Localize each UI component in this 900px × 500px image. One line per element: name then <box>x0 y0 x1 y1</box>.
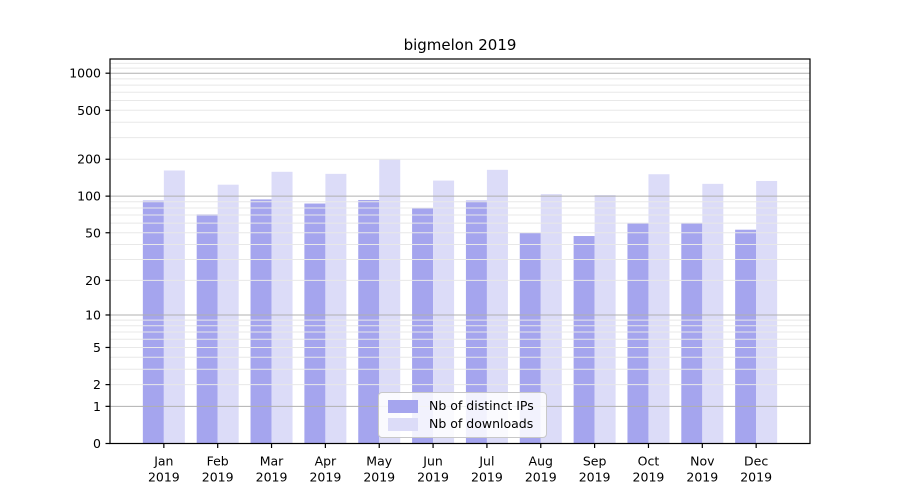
bar-distinct-ips-dec <box>735 229 757 444</box>
x-axis-label-year: 2019 <box>633 470 665 485</box>
bar-downloads-apr <box>325 173 347 444</box>
bar-downloads-nov <box>702 183 724 444</box>
y-axis-label: 1 <box>93 399 101 414</box>
bar-downloads-sep <box>594 195 616 444</box>
x-axis-label-year: 2019 <box>525 470 557 485</box>
y-axis-label: 200 <box>77 152 101 167</box>
y-axis-label: 50 <box>85 225 101 240</box>
x-axis-label-year: 2019 <box>417 470 449 485</box>
legend-label-distinct-ips: Nb of distinct IPs <box>429 397 534 413</box>
bar-distinct-ips-oct <box>627 223 649 444</box>
legend-row-distinct-ips: Nb of distinct IPs <box>388 397 538 413</box>
bar-distinct-ips-may <box>358 199 380 444</box>
y-axis-label: 1000 <box>69 66 101 81</box>
x-axis-label-year: 2019 <box>579 470 611 485</box>
x-axis-label-month: Jul <box>478 454 494 469</box>
bar-downloads-oct <box>648 174 670 444</box>
x-axis-label-month: May <box>366 454 392 469</box>
x-axis-label-month: Oct <box>638 454 660 469</box>
bar-distinct-ips-nov <box>681 223 703 444</box>
bar-distinct-ips-sep <box>573 236 595 444</box>
bar-downloads-dec <box>756 180 778 444</box>
x-axis-label-month: Mar <box>260 454 284 469</box>
bar-downloads-mar <box>271 171 293 444</box>
x-axis-label-month: Aug <box>529 454 553 469</box>
bar-distinct-ips-jul <box>465 200 487 444</box>
bar-downloads-may <box>379 159 401 444</box>
bar-downloads-jul <box>486 169 508 444</box>
legend-label-downloads: Nb of downloads <box>429 415 534 431</box>
y-axis-label: 500 <box>77 103 101 118</box>
x-axis-label-year: 2019 <box>148 470 180 485</box>
bar-downloads-jan <box>163 170 185 444</box>
x-axis-label-year: 2019 <box>363 470 395 485</box>
bar-downloads-jun <box>433 180 455 444</box>
bar-distinct-ips-jan <box>142 200 164 444</box>
x-axis-label-year: 2019 <box>686 470 718 485</box>
x-axis-label-year: 2019 <box>202 470 234 485</box>
x-axis-label-year: 2019 <box>740 470 772 485</box>
bar-distinct-ips-mar <box>250 199 272 444</box>
legend-row-downloads: Nb of downloads <box>388 415 538 431</box>
x-axis-label-month: Jun <box>422 454 443 469</box>
bar-distinct-ips-aug <box>519 232 541 444</box>
x-axis-label-month: Sep <box>583 454 607 469</box>
x-axis-label-month: Dec <box>744 454 768 469</box>
x-axis-label-month: Jan <box>153 454 173 469</box>
chart-title: bigmelon 2019 <box>403 36 517 54</box>
bar-downloads-feb <box>217 184 239 444</box>
y-axis-label: 10 <box>85 307 101 322</box>
y-axis-label: 5 <box>93 340 101 355</box>
x-axis-label-year: 2019 <box>309 470 341 485</box>
y-axis-label: 0 <box>93 436 101 451</box>
plot-border <box>109 58 811 445</box>
x-axis-label-year: 2019 <box>256 470 288 485</box>
legend-swatch-downloads <box>388 417 418 431</box>
bar-downloads-aug <box>540 194 562 444</box>
x-axis-label-month: Nov <box>690 454 715 469</box>
legend: Nb of distinct IPs Nb of downloads <box>378 392 547 438</box>
bar-distinct-ips-feb <box>196 214 218 444</box>
x-axis-label-month: Feb <box>207 454 229 469</box>
x-axis-label-year: 2019 <box>471 470 503 485</box>
x-axis-label-month: Apr <box>315 454 337 469</box>
y-axis-label: 2 <box>93 377 101 392</box>
legend-swatch-distinct-ips <box>388 399 418 413</box>
y-axis-label: 100 <box>77 189 101 204</box>
y-axis-label: 20 <box>85 273 101 288</box>
bar-distinct-ips-apr <box>304 203 326 444</box>
